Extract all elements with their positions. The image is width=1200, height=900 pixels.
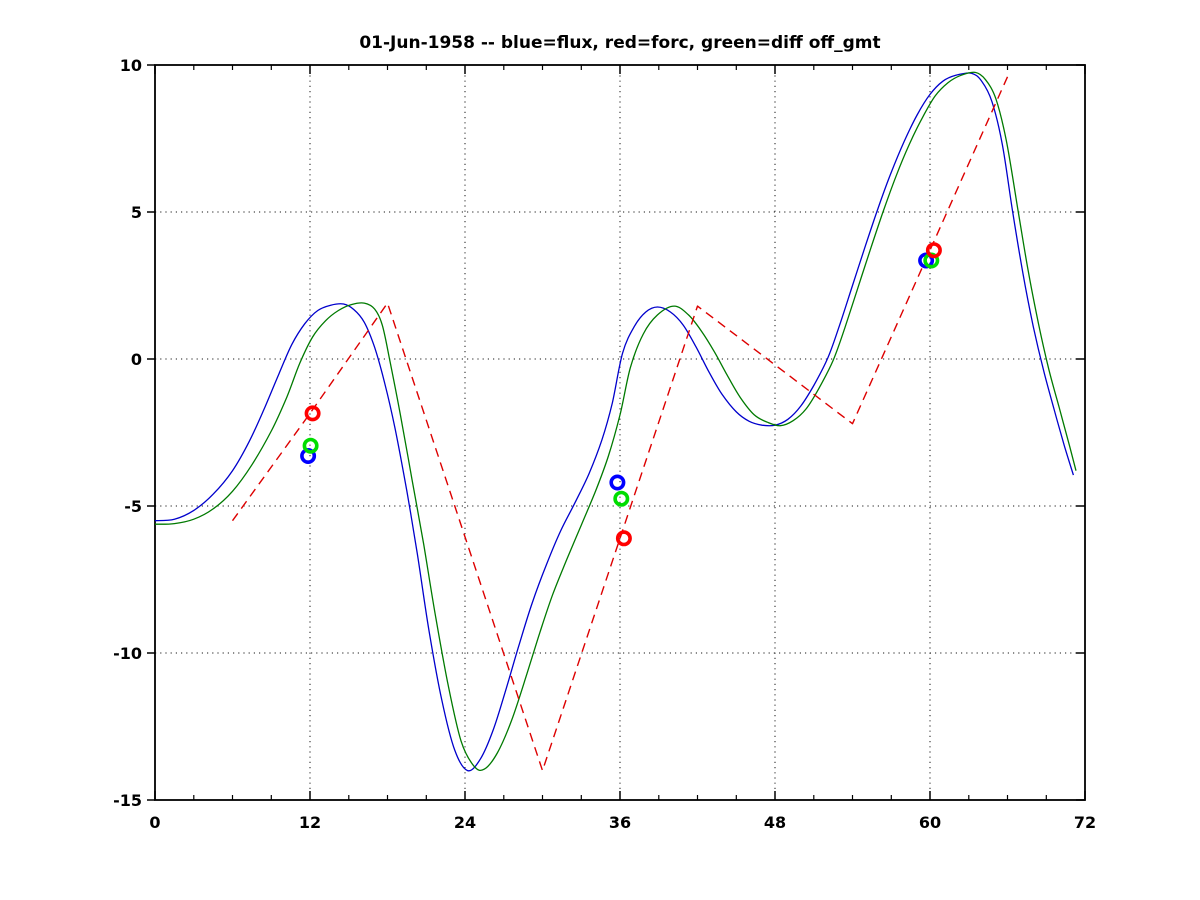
marker-forc-obs [615, 530, 632, 547]
y-tick-label: 10 [120, 56, 142, 75]
plot-title: 01-Jun-1958 -- blue=flux, red=forc, gree… [359, 33, 881, 53]
series-forc-line [231, 76, 1009, 772]
marker-flux-obs [609, 474, 626, 491]
x-tick-label: 48 [764, 813, 786, 832]
axes-box [154, 64, 1086, 801]
y-tick-label: -10 [113, 644, 142, 663]
y-tick-label: 0 [131, 350, 142, 369]
y-tick-label: -5 [124, 497, 142, 516]
x-tick-label: 24 [454, 813, 476, 832]
series-flux-line [154, 72, 1075, 772]
marker-diff-obs [613, 490, 630, 507]
x-tick-label: 12 [299, 813, 321, 832]
y-tick-label: -15 [113, 791, 142, 810]
y-tick-label: 5 [131, 203, 142, 222]
x-tick-label: 36 [609, 813, 631, 832]
series-diff-line [154, 71, 1077, 772]
x-tick-label: 72 [1074, 813, 1096, 832]
marker-diff-obs [302, 437, 319, 454]
x-tick-label: 0 [149, 813, 160, 832]
marker-forc-obs [304, 405, 321, 422]
x-tick-label: 60 [919, 813, 941, 832]
marker-flux-obs [918, 252, 935, 269]
marker-forc-obs [925, 242, 942, 259]
